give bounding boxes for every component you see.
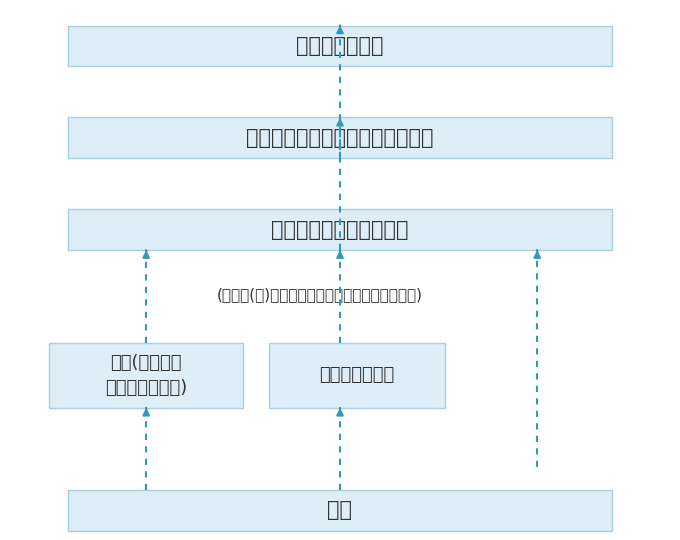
Text: (測量士(補)、一・二級建築士は試験の一部免除): (測量士(補)、一・二級建築士は試験の一部免除) bbox=[217, 287, 422, 302]
Bar bbox=[68, 490, 612, 530]
Bar bbox=[68, 117, 612, 158]
Text: 土地家屋調査士: 土地家屋調査士 bbox=[296, 36, 384, 56]
Text: 土地家屋調査士国家試験: 土地家屋調査士国家試験 bbox=[271, 219, 409, 240]
Text: 大学(法学系、
工学系学部など): 大学(法学系、 工学系学部など) bbox=[105, 354, 187, 397]
Text: 高校: 高校 bbox=[328, 500, 352, 521]
Bar bbox=[50, 343, 243, 408]
Bar bbox=[269, 343, 445, 408]
Text: 日本土地家屋調査士会連合会登録: 日本土地家屋調査士会連合会登録 bbox=[246, 127, 434, 148]
Bar bbox=[68, 25, 612, 66]
Text: 短大、専門学校: 短大、専門学校 bbox=[320, 366, 394, 384]
Bar bbox=[68, 209, 612, 249]
